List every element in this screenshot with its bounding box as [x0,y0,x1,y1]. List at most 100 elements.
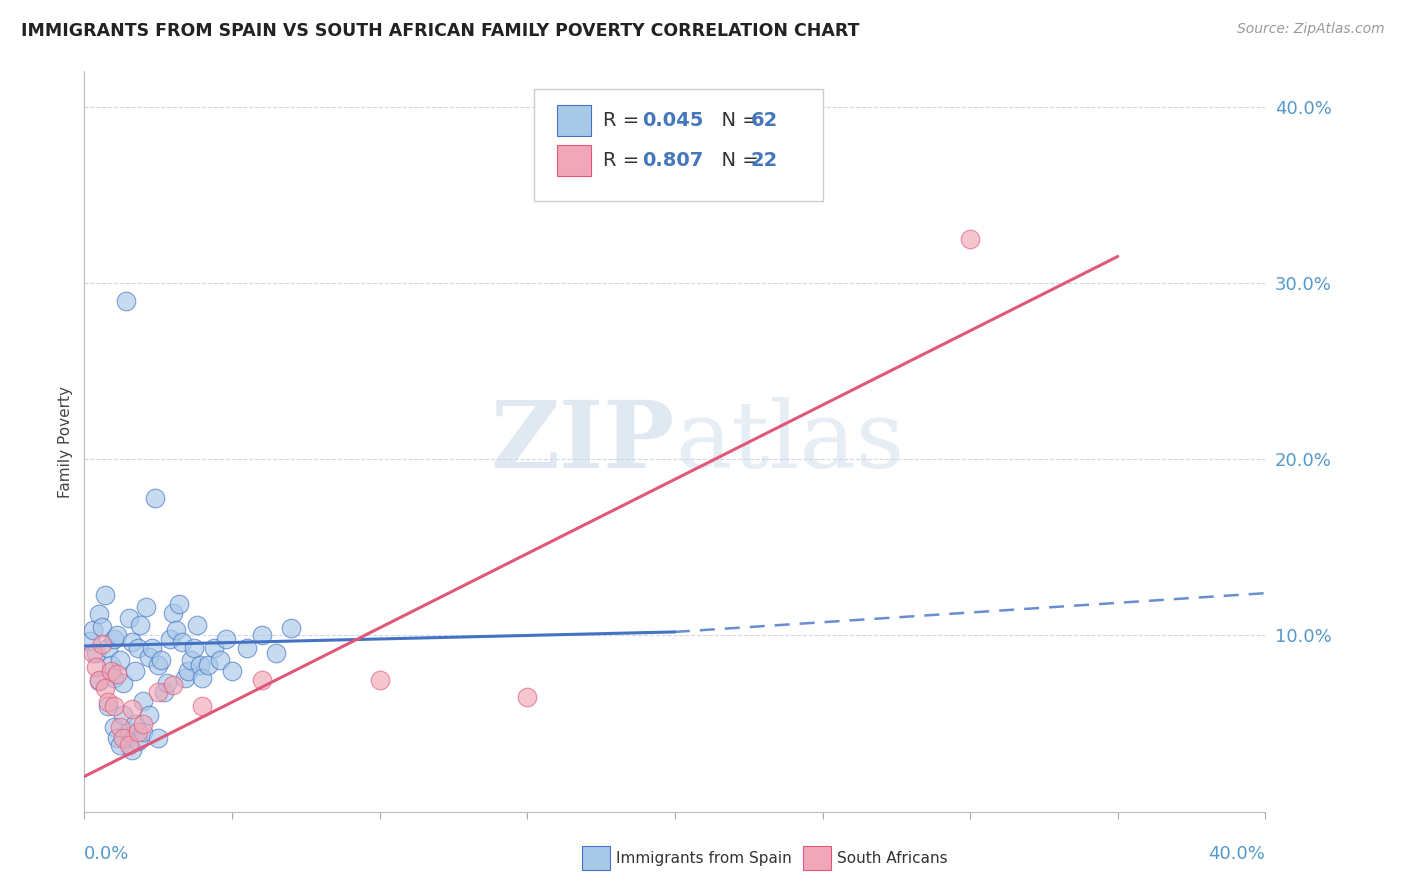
Point [368,673,391,687]
Text: ZIP: ZIP [491,397,675,486]
Point [150,653,173,667]
Point [197,658,219,673]
Point [127,725,149,739]
Point [191,698,214,713]
Point [148,658,170,673]
Text: Source: ZipAtlas.com: Source: ZipAtlas.com [1237,22,1385,37]
Point [135,600,157,615]
Point [221,664,243,678]
Point [202,640,225,655]
Point [180,653,202,667]
Text: 0.0%: 0.0% [84,845,129,863]
Point [173,671,195,685]
Point [250,673,273,687]
Point [87,673,111,687]
Point [84,660,107,674]
Text: 40.0%: 40.0% [1209,845,1265,863]
Point [100,658,122,673]
Point [215,632,238,646]
Point [94,681,117,696]
Point [162,606,184,620]
Text: R =: R = [603,111,645,130]
Point [138,707,160,722]
Point [280,621,302,635]
Point [118,611,141,625]
Text: 22: 22 [751,151,778,170]
Text: 0.045: 0.045 [643,111,704,130]
Point [127,640,149,655]
Point [121,635,143,649]
Point [209,653,232,667]
Point [132,725,155,739]
Point [103,632,125,646]
Point [103,698,125,713]
Point [132,694,155,708]
Point [138,649,160,664]
Point [159,632,181,646]
Point [91,637,114,651]
Point [177,664,200,678]
Point [153,685,176,699]
Point [97,640,120,655]
Point [108,738,131,752]
Point [132,716,155,731]
Point [516,690,538,705]
Point [108,653,131,667]
Text: R =: R = [603,151,645,170]
Point [87,607,111,622]
Text: 0.807: 0.807 [643,151,704,170]
Text: IMMIGRANTS FROM SPAIN VS SOUTH AFRICAN FAMILY POVERTY CORRELATION CHART: IMMIGRANTS FROM SPAIN VS SOUTH AFRICAN F… [21,22,859,40]
Point [124,664,146,678]
Point [105,667,128,681]
Point [959,232,981,246]
Point [97,695,120,709]
Point [118,738,141,752]
Point [143,491,166,505]
Point [97,698,120,713]
Point [82,623,104,637]
Point [266,646,288,660]
Point [121,743,143,757]
Point [124,716,146,731]
Text: South Africans: South Africans [837,851,948,865]
Point [111,707,134,722]
Point [105,731,128,745]
Point [100,664,122,678]
Point [191,671,214,685]
Point [121,702,143,716]
Point [127,734,149,748]
Point [114,293,136,308]
Point [156,676,179,690]
Point [91,619,114,633]
Point [79,633,101,648]
Point [103,720,125,734]
Point [111,676,134,690]
Point [250,628,273,642]
Text: N =: N = [709,151,765,170]
Point [129,618,152,632]
Point [118,725,141,739]
Point [108,720,131,734]
Text: atlas: atlas [675,397,904,486]
Point [170,635,193,649]
Point [165,623,187,637]
Point [103,671,125,685]
Point [183,640,205,655]
Point [105,628,128,642]
Point [141,640,163,655]
Point [111,731,134,745]
Point [84,646,107,660]
Point [87,674,111,689]
Text: 62: 62 [751,111,778,130]
Point [167,597,190,611]
Point [148,731,170,745]
Point [94,588,117,602]
Point [148,685,170,699]
Y-axis label: Family Poverty: Family Poverty [58,385,73,498]
Point [186,618,208,632]
Point [236,640,259,655]
Point [188,658,211,673]
Text: Immigrants from Spain: Immigrants from Spain [616,851,792,865]
Point [82,646,104,660]
Text: N =: N = [709,111,765,130]
